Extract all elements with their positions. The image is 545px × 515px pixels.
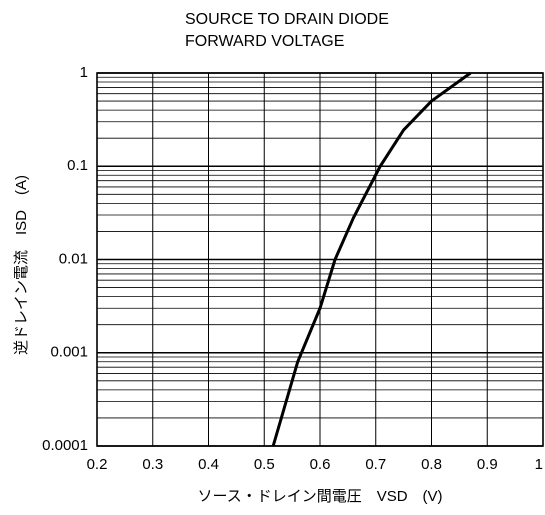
- x-tick-label: 1: [535, 456, 543, 473]
- plot-frame: [96, 72, 544, 447]
- x-tick-label: 0.5: [254, 456, 275, 473]
- y-tick-label: 1: [80, 64, 88, 81]
- x-tick-label: 0.3: [142, 456, 163, 473]
- x-tick-label: 0.6: [310, 456, 331, 473]
- curve: [271, 71, 472, 447]
- x-tick-label: 0.4: [198, 456, 219, 473]
- x-tick-label: 0.9: [477, 456, 498, 473]
- y-axis-label: 逆ドレイン電流 ISD (A): [13, 175, 30, 355]
- x-tick-label: 0.7: [365, 456, 386, 473]
- y-tick-label: 0.0001: [42, 437, 88, 454]
- x-tick-label: 0.2: [87, 456, 108, 473]
- y-tick-label: 0.1: [67, 157, 88, 174]
- y-tick-label: 0.001: [50, 344, 88, 361]
- chart-title: SOURCE TO DRAIN DIODE: [185, 11, 389, 28]
- x-axis-label: ソース・ドレイン間電圧 VSD (V): [197, 488, 442, 505]
- chart-title: FORWARD VOLTAGE: [185, 33, 344, 50]
- y-tick-label: 0.01: [59, 250, 88, 267]
- x-tick-label: 0.8: [421, 456, 442, 473]
